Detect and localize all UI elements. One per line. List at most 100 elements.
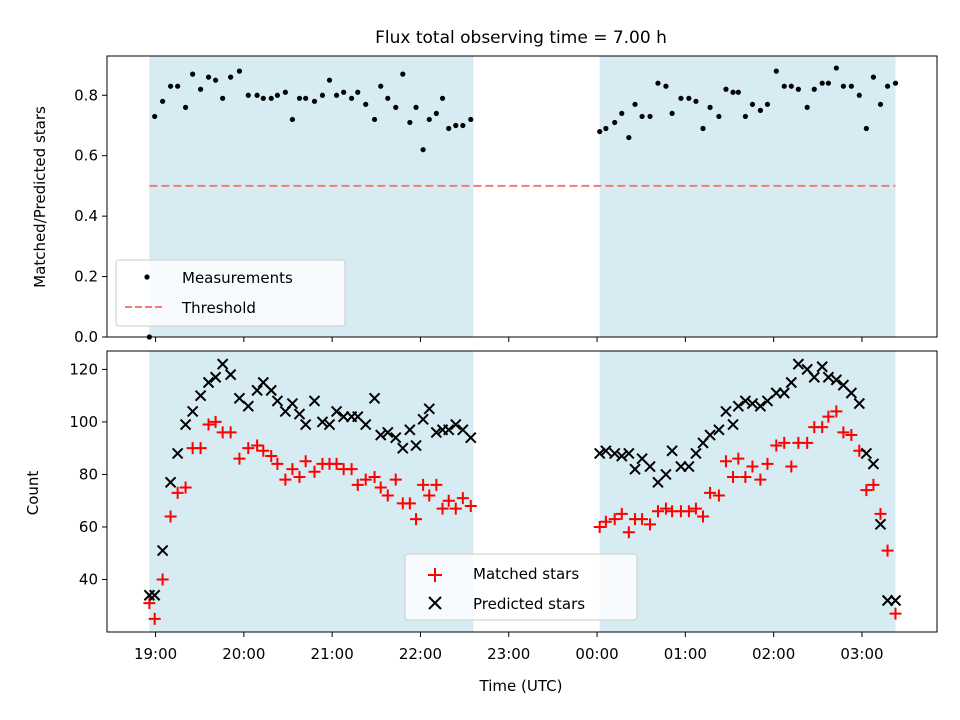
matched-star-marker (622, 526, 635, 539)
y-tick-label: 0.6 (74, 147, 98, 165)
matched-star-marker (143, 597, 156, 610)
matched-star-marker (442, 494, 455, 507)
measurement-point (303, 95, 309, 101)
measurement-point (825, 80, 831, 86)
predicted-star-marker (822, 371, 835, 383)
measurement-point (686, 95, 692, 101)
measurement-point (735, 89, 741, 95)
predicted-star-marker (148, 589, 161, 601)
measurement-point (175, 83, 181, 89)
predicted-star-marker (704, 429, 716, 441)
measurement-point (848, 83, 854, 89)
measurement-point (213, 77, 219, 83)
measurement-point (460, 122, 466, 129)
matched-star-marker (351, 478, 364, 491)
predicted-star-marker (593, 447, 606, 460)
matched-star-marker (242, 442, 255, 455)
matched-star-marker (224, 426, 237, 439)
x-tick-label: 20:00 (222, 645, 265, 663)
matched-star-marker (423, 489, 436, 502)
measurement-point (363, 101, 369, 107)
predicted-star-marker (600, 445, 612, 457)
measurement-point (840, 83, 847, 89)
ratio-panel: 0.00.20.40.60.8 Matched/Predicted stars … (31, 55, 938, 346)
matched-star-marker (456, 492, 469, 505)
matched-star-marker (359, 473, 372, 486)
predicted-star-marker (720, 405, 732, 418)
measurement-point (693, 98, 699, 104)
measurement-point (863, 125, 869, 132)
predicted-star-marker (683, 460, 695, 473)
measurement-point (152, 113, 158, 120)
measurement-point (393, 104, 399, 110)
matched-star-marker (209, 415, 222, 428)
matched-star-marker (403, 497, 416, 510)
predicted-star-marker (375, 429, 387, 441)
x-tick-label: 02:00 (752, 645, 795, 663)
measurement-point (819, 80, 825, 86)
measurement-point (788, 83, 794, 89)
predicted-star-marker (202, 376, 215, 389)
count-legend: Matched stars Predicted stars (404, 553, 638, 621)
matched-star-marker (636, 513, 649, 526)
predicted-star-marker (450, 418, 462, 431)
measurement-point (385, 95, 391, 101)
predicted-star-marker (360, 418, 372, 431)
measurement-point (749, 101, 756, 107)
matched-star-marker (156, 573, 169, 586)
predicted-star-marker (666, 445, 678, 457)
matched-star-marker (615, 507, 628, 520)
measurement-point (326, 77, 333, 83)
matched-stars-legend-label: Matched stars (473, 565, 579, 583)
measurement-point (378, 83, 384, 89)
predicted-star-marker (251, 384, 263, 397)
matched-star-marker (381, 489, 394, 502)
x-tick-label: 00:00 (575, 645, 618, 663)
time-x-axis: 19:00 20:00 21:00 22:00 23:00 00:00 01:00 02:00… (134, 632, 884, 663)
y-tick-label: 100 (69, 413, 98, 431)
measurement-point (355, 89, 361, 95)
matched-star-marker (179, 481, 192, 494)
predicted-star-marker (390, 431, 402, 444)
predicted-star-marker (430, 426, 443, 439)
matched-star-marker (867, 478, 880, 491)
predicted-star-marker (746, 397, 759, 410)
measurement-point (811, 86, 817, 92)
measurement-point (341, 89, 347, 95)
axes-frame (106, 350, 938, 633)
matched-star-marker (837, 426, 850, 439)
predicted-star-marker (171, 447, 184, 460)
matched-star-marker (830, 405, 843, 418)
matched-star-marker (697, 510, 710, 523)
matched-star-marker (754, 473, 767, 486)
matched-star-marker (449, 502, 462, 515)
matched-star-marker (251, 439, 264, 452)
measurement-point (413, 104, 419, 110)
predicted-star-marker (397, 442, 409, 454)
measurement-point (446, 125, 452, 132)
predicted-star-marker (265, 384, 277, 397)
measurement-point (612, 119, 618, 126)
matched-star-marker (816, 421, 829, 434)
measurements-legend-marker (144, 274, 150, 280)
measurement-point (597, 128, 603, 135)
predicted-star-marker (853, 397, 866, 410)
ratio-x-ticks (155, 337, 863, 342)
measurement-point (296, 95, 303, 101)
measurements-legend-label: Measurements (182, 269, 293, 287)
measurement-point (655, 80, 661, 86)
predicted-star-marker (830, 374, 843, 386)
y-tick-label: 0.2 (74, 268, 98, 286)
matched-star-marker (845, 429, 858, 442)
measurement-point (892, 80, 899, 86)
matched-star-marker (874, 507, 887, 520)
measurement-point (333, 92, 340, 98)
matched-star-marker (194, 442, 207, 455)
predicted-star-marker (792, 358, 805, 370)
measurement-point (254, 92, 260, 98)
matched-stars-legend-marker (428, 568, 442, 582)
axes-frame (106, 55, 938, 338)
matched-star-marker (374, 481, 387, 494)
predicted-star-marker (417, 413, 429, 425)
measurement-point (716, 113, 722, 120)
